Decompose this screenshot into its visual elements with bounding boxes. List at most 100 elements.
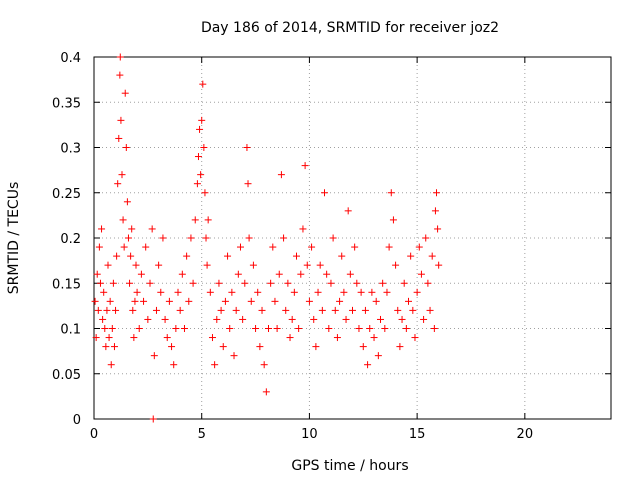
data-point (402, 325, 410, 332)
data-point (338, 252, 346, 260)
data-point (198, 116, 206, 124)
data-point (131, 297, 139, 305)
data-point (349, 306, 356, 314)
data-point (204, 216, 212, 224)
data-point (148, 225, 156, 233)
data-point (110, 343, 118, 351)
data-point (329, 234, 337, 242)
data-point (383, 288, 391, 296)
data-point (351, 243, 359, 251)
data-point (221, 297, 229, 305)
data-point (213, 315, 221, 323)
data-point (426, 306, 434, 314)
data-point (430, 325, 438, 332)
y-tick-label: 0.1 (60, 323, 81, 338)
data-point (93, 270, 101, 278)
data-point (230, 352, 238, 360)
chart-title: Day 186 of 2014, SRMTID for receiver joz… (201, 20, 499, 36)
data-point (193, 180, 201, 188)
data-point (191, 216, 199, 224)
data-point (196, 125, 204, 133)
data-point (381, 325, 389, 332)
data-point (149, 415, 157, 423)
data-point (377, 315, 385, 323)
data-point (258, 306, 266, 314)
data-point (346, 270, 354, 278)
data-point (187, 234, 195, 242)
data-point (269, 243, 277, 251)
data-point (96, 279, 104, 287)
data-point (435, 261, 443, 269)
x-tick-label: 10 (301, 427, 318, 442)
data-point (112, 306, 120, 314)
data-point (428, 252, 436, 260)
data-point (94, 306, 102, 314)
data-point (144, 315, 152, 323)
data-point (275, 270, 283, 278)
data-point (102, 343, 110, 351)
data-point (123, 198, 131, 206)
data-point (135, 325, 143, 332)
data-point (224, 252, 232, 260)
data-point (297, 270, 305, 278)
data-point (245, 234, 253, 242)
data-point (312, 343, 320, 351)
data-point (260, 361, 268, 369)
data-point (314, 288, 322, 296)
data-point (105, 334, 113, 342)
data-point (103, 306, 111, 314)
data-point (417, 270, 425, 278)
data-point (327, 279, 335, 287)
axis-ticks (93, 56, 611, 420)
data-point (286, 334, 294, 342)
tick-labels: 0 5 10 15 20 0 0.05 0.1 0.15 0.2 0.25 0.3 0.35 0.4 (52, 51, 533, 442)
data-point (288, 315, 296, 323)
data-point (277, 171, 285, 179)
data-point (364, 361, 372, 369)
data-point (208, 334, 216, 342)
data-point (308, 243, 316, 251)
data-point (116, 53, 124, 61)
data-point (267, 279, 275, 287)
data-point (433, 189, 441, 197)
data-point (117, 116, 125, 124)
data-point (127, 252, 135, 260)
data-point (132, 261, 140, 269)
data-point (361, 306, 369, 314)
data-point (407, 252, 415, 260)
data-point (232, 306, 240, 314)
data-point (159, 234, 167, 242)
data-point (129, 306, 137, 314)
data-point (163, 334, 171, 342)
data-point (392, 261, 400, 269)
data-point (108, 325, 116, 332)
data-point (124, 234, 132, 242)
data-point (183, 252, 191, 260)
data-point (247, 297, 255, 305)
data-point (199, 80, 207, 88)
data-point (431, 207, 439, 215)
data-point (142, 243, 150, 251)
data-point (202, 234, 210, 242)
data-point (119, 216, 127, 224)
data-point (168, 343, 176, 351)
data-point (295, 325, 303, 332)
data-point (344, 207, 352, 215)
data-point (385, 243, 393, 251)
data-point (271, 297, 279, 305)
data-point (299, 225, 307, 233)
data-point (219, 343, 227, 351)
data-point (249, 261, 257, 269)
data-point (372, 297, 380, 305)
data-point (333, 334, 341, 342)
data-point (107, 361, 115, 369)
data-point (91, 297, 99, 305)
data-point (340, 288, 348, 296)
data-point (325, 325, 333, 332)
data-point (282, 306, 290, 314)
data-point (424, 279, 432, 287)
data-point (206, 288, 214, 296)
data-point (262, 388, 270, 396)
data-point (130, 334, 138, 342)
data-point (254, 288, 262, 296)
